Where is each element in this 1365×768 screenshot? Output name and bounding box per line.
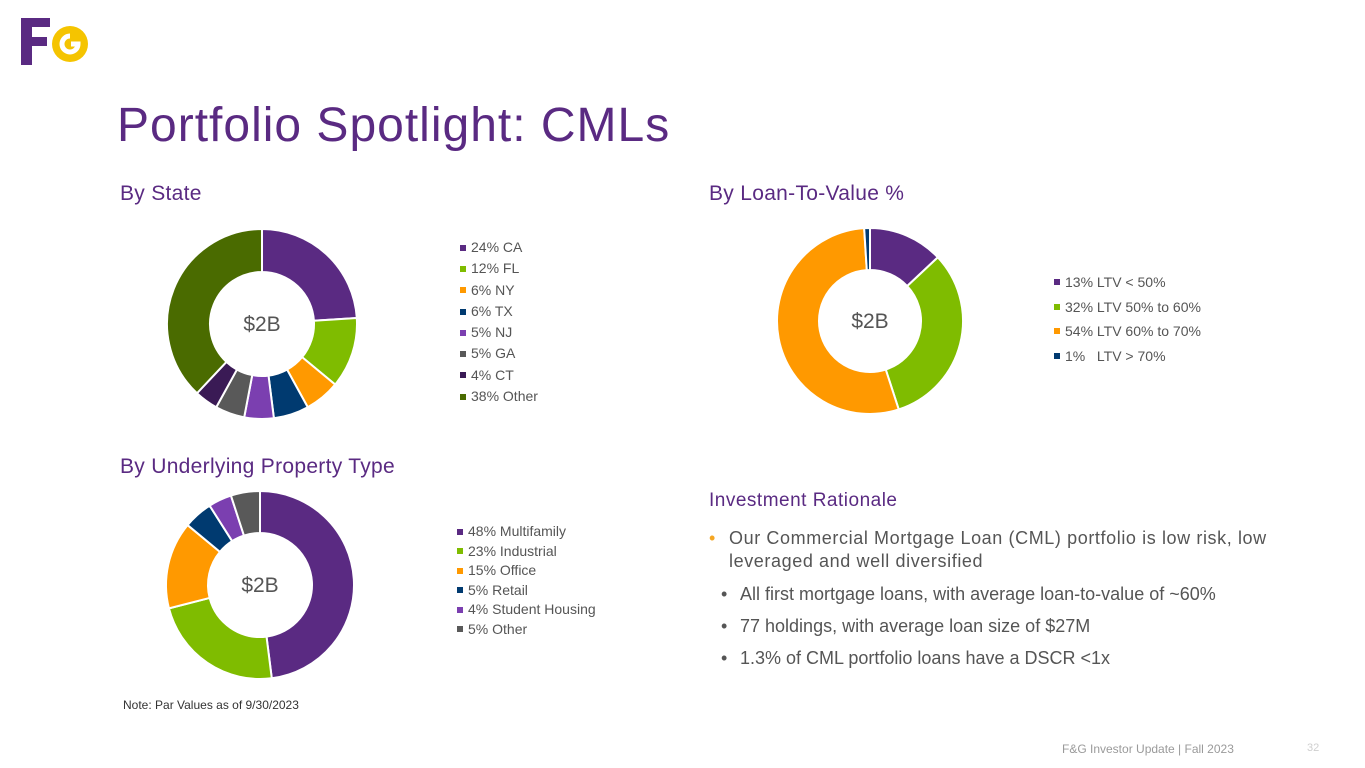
donut-chart-by-property-type: $2B — [165, 489, 355, 680]
legend-swatch-icon — [1054, 303, 1060, 310]
legend-label: 32% LTV 50% to 60% — [1065, 298, 1201, 315]
bullet-dot-icon: • — [721, 584, 728, 604]
main-bullet-text: Our Commercial Mortgage Loan (CML) portf… — [729, 528, 1267, 571]
legend-swatch-icon — [460, 372, 466, 379]
legend-swatch-icon — [460, 244, 466, 251]
fg-logo: & — [21, 18, 88, 65]
legend-label: 1% LTV > 70% — [1065, 347, 1166, 364]
bullet-dot-icon: • — [709, 528, 716, 548]
legend-label: 6% NY — [471, 281, 515, 298]
legend-swatch-icon — [457, 567, 463, 574]
legend-item: 24% CA — [460, 237, 538, 258]
chart-title-by-state: By State — [120, 182, 202, 205]
sub-bullet-text: 77 holdings, with average loan size of $… — [740, 616, 1091, 636]
sub-bullet-text: All first mortgage loans, with average l… — [740, 584, 1216, 604]
legend-swatch-icon — [460, 287, 466, 294]
bullet-dot-icon: • — [721, 648, 728, 668]
sub-bullet: • All first mortgage loans, with average… — [709, 583, 1309, 605]
donut-slice-other — [166, 227, 263, 395]
legend-label: 48% Multifamily — [468, 523, 567, 539]
legend-label: 4% Student Housing — [468, 601, 596, 617]
legend-swatch-icon — [457, 606, 463, 613]
legend-item: 6% NY — [460, 280, 538, 301]
donut-chart-by-ltv: $2B — [776, 226, 964, 415]
legend-item: 1% LTV > 70% — [1054, 344, 1201, 369]
legend-by-property-type: 48% Multifamily 23% Industrial 15% Office 5… — [457, 522, 596, 639]
legend-label: 5% Other — [468, 620, 528, 637]
donut-slice-ltv-60-to-70 — [776, 227, 900, 415]
legend-swatch-icon — [457, 626, 463, 633]
page-title: Portfolio Spotlight: CMLs — [117, 99, 671, 152]
legend-item: 5% NJ — [460, 322, 538, 343]
sub-bullet: • 77 holdings, with average loan size of… — [709, 615, 1309, 637]
legend-item: 54% LTV 60% to 70% — [1054, 319, 1201, 344]
svg-text:&: & — [42, 43, 51, 58]
legend-label: 4% CT — [471, 366, 514, 383]
main-bullet: • Our Commercial Mortgage Loan (CML) por… — [709, 527, 1274, 573]
legend-label: 24% CA — [471, 239, 523, 255]
donut-center-label: $2B — [243, 313, 280, 336]
donut-slice-multifamily — [259, 489, 355, 680]
legend-swatch-icon — [460, 393, 466, 400]
donut-center-label: $2B — [851, 310, 888, 333]
donut-slice-industrial — [167, 596, 273, 680]
legend-swatch-icon — [457, 528, 463, 535]
legend-item: 6% TX — [460, 301, 538, 322]
legend-label: 5% NJ — [471, 324, 513, 341]
legend-label: 13% LTV < 50% — [1065, 274, 1166, 290]
legend-item: 48% Multifamily — [457, 522, 596, 542]
legend-by-ltv: 13% LTV < 50% 32% LTV 50% to 60% 54% LTV 6… — [1054, 270, 1201, 368]
legend-swatch-icon — [460, 329, 466, 336]
legend-swatch-icon — [1054, 328, 1060, 335]
logo-g-shape — [52, 26, 88, 62]
chart-title-by-ltv: By Loan-To-Value % — [709, 182, 905, 205]
legend-item: 5% Other — [457, 620, 596, 640]
footnote: Note: Par Values as of 9/30/2023 — [123, 698, 299, 712]
legend-label: 12% FL — [471, 260, 520, 277]
legend-swatch-icon — [457, 587, 463, 594]
sub-bullet-text: 1.3% of CML portfolio loans have a DSCR … — [740, 648, 1111, 668]
legend-item: 13% LTV < 50% — [1054, 270, 1201, 295]
legend-swatch-icon — [460, 308, 466, 315]
donut-slice-ltv-70 — [863, 226, 871, 272]
legend-swatch-icon — [1054, 352, 1060, 359]
rationale-bullets: • Our Commercial Mortgage Loan (CML) por… — [709, 527, 1309, 669]
legend-item: 5% Retail — [457, 581, 596, 601]
legend-item: 5% GA — [460, 343, 538, 364]
legend-label: 38% Other — [471, 388, 538, 405]
legend-label: 54% LTV 60% to 70% — [1065, 323, 1201, 339]
donut-slice-ca — [261, 227, 358, 322]
chart-title-by-property-type: By Underlying Property Type — [120, 455, 396, 478]
legend-item: 15% Office — [457, 561, 596, 581]
donut-slice-other — [229, 489, 261, 537]
investment-rationale-title: Investment Rationale — [709, 490, 898, 511]
sub-bullet: • 1.3% of CML portfolio loans have a DSC… — [709, 647, 1309, 669]
legend-swatch-icon — [460, 265, 466, 272]
legend-swatch-icon — [460, 351, 466, 358]
page-number: 32 — [1307, 742, 1320, 754]
footer-text: F&G Investor Update | Fall 2023 — [1062, 742, 1234, 756]
donut-slice-ltv-50-to-60 — [884, 255, 964, 411]
legend-by-state: 24% CA 12% FL 6% NY 6% TX 5% NJ 5% GA 4% CT 38%… — [460, 237, 538, 407]
donut-center-label: $2B — [241, 574, 278, 597]
legend-item: 12% FL — [460, 258, 538, 279]
legend-swatch-icon — [457, 548, 463, 555]
legend-label: 5% GA — [471, 345, 516, 362]
legend-item: 32% LTV 50% to 60% — [1054, 295, 1201, 320]
legend-swatch-icon — [1054, 279, 1060, 286]
bullet-dot-icon: • — [721, 616, 728, 636]
donut-chart-by-state: $2B — [166, 227, 358, 420]
legend-item: 38% Other — [460, 386, 538, 407]
legend-label: 5% Retail — [468, 581, 528, 598]
legend-item: 4% CT — [460, 365, 538, 386]
legend-label: 23% Industrial — [468, 542, 557, 559]
logo-f-shape — [21, 18, 50, 65]
legend-label: 15% Office — [468, 562, 537, 578]
legend-item: 4% Student Housing — [457, 600, 596, 620]
legend-item: 23% Industrial — [457, 542, 596, 562]
legend-label: 6% TX — [471, 302, 513, 319]
